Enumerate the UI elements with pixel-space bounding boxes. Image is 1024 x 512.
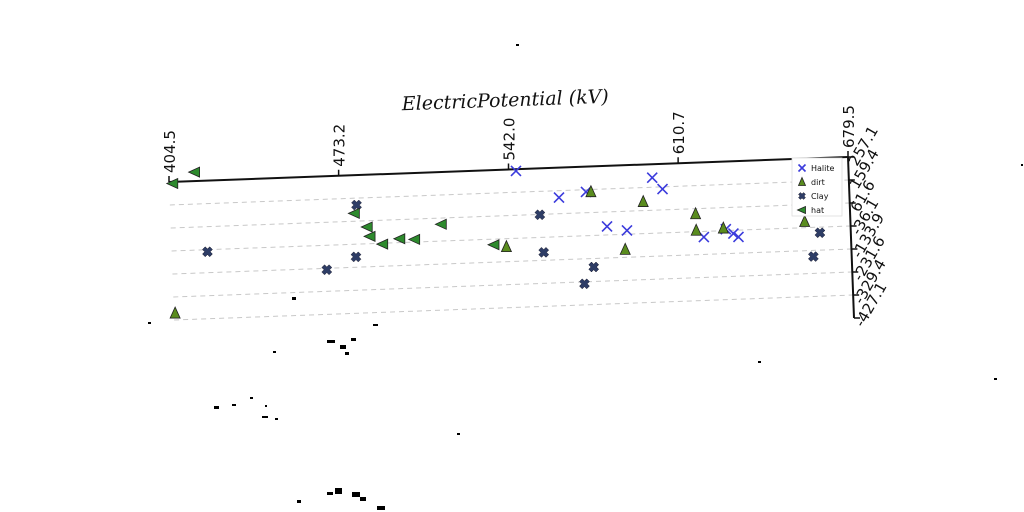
legend-marker (797, 163, 807, 173)
data-point (487, 239, 500, 251)
series-dirt (169, 184, 811, 319)
legend-label: dirt (811, 178, 825, 187)
x-tick-label: 679.5 (840, 105, 858, 148)
x-tick-label: 473.2 (331, 124, 349, 167)
speckle (327, 492, 333, 495)
data-point (717, 221, 729, 234)
data-point (538, 246, 550, 258)
speckle (360, 497, 366, 501)
data-point (392, 233, 406, 245)
noise-speckles (148, 44, 1023, 510)
speckle (516, 44, 519, 46)
legend: Halite dirt Clay hat (791, 157, 843, 217)
legend-label: Halite (811, 164, 835, 173)
data-point (500, 239, 513, 253)
data-point (351, 199, 362, 211)
data-point (434, 218, 447, 230)
speckle (457, 433, 460, 435)
speckle (351, 338, 356, 341)
series-hat (165, 166, 500, 251)
speckle (275, 418, 278, 420)
data-point (799, 214, 811, 227)
data-point (727, 228, 739, 240)
speckle (327, 340, 335, 343)
speckle (373, 324, 378, 326)
legend-label: Clay (811, 192, 829, 201)
data-point (169, 306, 181, 319)
data-point (601, 220, 613, 233)
x-tick-label: 542.0 (501, 118, 519, 161)
data-point (553, 192, 565, 204)
speckle (1021, 164, 1023, 166)
speckle (758, 361, 761, 363)
data-point (321, 264, 333, 276)
data-point (656, 183, 669, 195)
data-point (363, 230, 376, 242)
y-gridline (173, 271, 853, 298)
data-point (360, 221, 373, 233)
speckle (265, 405, 267, 407)
speckle (335, 488, 342, 494)
series-halite (510, 165, 745, 243)
data-point (814, 227, 826, 239)
speckle (148, 322, 151, 324)
data-point (588, 261, 600, 273)
data-point (585, 184, 597, 198)
y-axis-line (847, 156, 855, 319)
data-point (202, 246, 213, 258)
data-point (347, 207, 360, 219)
speckle (250, 397, 253, 399)
data-point (165, 177, 179, 190)
y-gridline (172, 248, 852, 275)
data-point (689, 206, 702, 220)
speckle (232, 404, 236, 406)
speckle (994, 378, 997, 380)
speckle (377, 506, 385, 510)
speckle (292, 297, 296, 300)
data-point (637, 194, 649, 207)
data-points (165, 165, 826, 319)
data-point (579, 278, 590, 290)
legend-marker (797, 176, 807, 186)
speckle (340, 345, 346, 349)
data-point (187, 166, 200, 178)
data-point (350, 251, 362, 263)
data-point (534, 209, 546, 221)
x-tick-label: 610.7 (670, 111, 688, 154)
speckle (352, 492, 360, 497)
x-axis-title: ElectricPotential (kV) (400, 86, 609, 116)
data-point (732, 231, 745, 243)
speckle (262, 416, 268, 418)
gridlines (169, 179, 854, 321)
axes (168, 156, 855, 319)
legend-box (791, 157, 843, 217)
speckle (297, 500, 301, 503)
y-gridline (170, 202, 850, 229)
data-point (407, 233, 421, 246)
speckle (273, 351, 276, 353)
y-gridline (174, 294, 854, 321)
x-axis-ticks: 404.5 473.2 542.0 610.7 679.5 (161, 105, 858, 182)
y-gridline (169, 179, 849, 206)
y-axis-ticks: 257.1159.461.6-36.1-133.9-231.6-329.4-42… (845, 123, 891, 330)
data-point (646, 172, 658, 184)
data-point (690, 223, 702, 236)
legend-marker (796, 205, 806, 215)
x-tick-label: 404.5 (161, 130, 179, 173)
speckle (214, 406, 219, 409)
data-point (510, 165, 522, 177)
speckle (345, 352, 349, 355)
data-point (621, 224, 633, 236)
data-point (375, 238, 389, 250)
series-clay (202, 199, 826, 290)
legend-label: hat (811, 206, 824, 215)
legend-marker (798, 192, 806, 200)
y-gridline (171, 225, 851, 252)
data-point (619, 242, 631, 255)
data-point (808, 251, 819, 262)
